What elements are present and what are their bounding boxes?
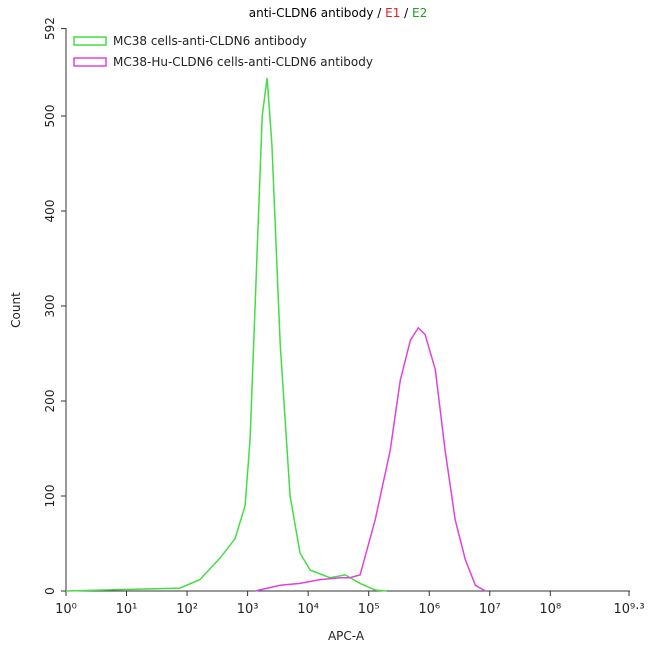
series-line <box>65 77 387 592</box>
title-part: anti-CLDN6 antibody / <box>249 6 385 20</box>
x-tick-label: 10¹ <box>116 602 138 617</box>
y-axis-label: Count <box>9 292 23 328</box>
y-tick-label: 100 <box>43 485 57 508</box>
x-tick-label: 10⁵ <box>358 602 380 617</box>
legend-swatch <box>73 36 107 46</box>
legend-swatch <box>73 57 107 67</box>
y-tick-label: 200 <box>43 390 57 413</box>
y-tick-label: 300 <box>43 295 57 318</box>
x-tick-label: 10⁰ <box>55 602 77 617</box>
legend-label: MC38 cells-anti-CLDN6 antibody <box>113 34 307 48</box>
x-axis-label: APC-A <box>328 629 365 643</box>
y-tick-label: 500 <box>43 105 57 128</box>
title-part: / <box>400 6 412 20</box>
x-tick-label: 10³ <box>237 602 259 617</box>
chart-title: anti-CLDN6 antibody / E1 / E2 <box>249 6 428 20</box>
y-tick-label: 592 <box>43 17 57 40</box>
title-part: E1 <box>385 6 400 20</box>
x-tick-label: 10² <box>176 602 198 617</box>
x-tick-label: 10⁷ <box>479 602 501 617</box>
y-tick-label: 0 <box>43 587 57 595</box>
series-line <box>254 326 486 592</box>
x-tick-label: 10⁸ <box>539 602 561 617</box>
x-tick-label: 10⁴ <box>297 602 319 617</box>
title-part: E2 <box>412 6 427 20</box>
legend-label: MC38-Hu-CLDN6 cells-anti-CLDN6 antibody <box>113 55 373 69</box>
x-tick-label: 10⁶ <box>418 602 440 617</box>
x-tick-label: 10⁹·³ <box>613 602 644 617</box>
y-tick-label: 400 <box>43 200 57 223</box>
